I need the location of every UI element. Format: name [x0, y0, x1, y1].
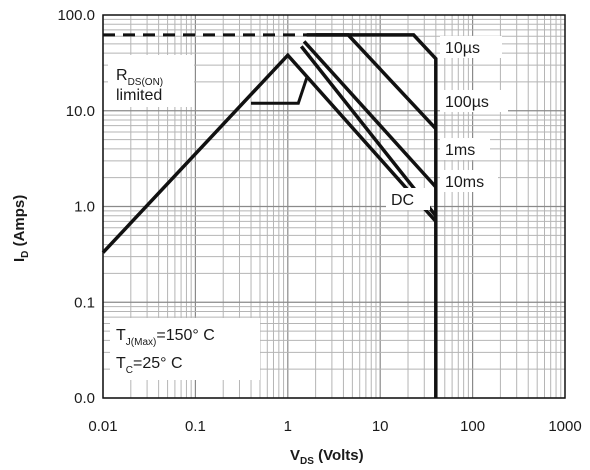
x-tick-label: 1	[284, 418, 292, 435]
series-line-1	[306, 33, 438, 130]
label-10us: 10µs	[445, 40, 480, 57]
y-tick-label: 100.0	[57, 7, 95, 24]
temperature-annotation: TJ(Max)=150° C TC=25° C	[110, 318, 260, 380]
x-tick-label: 0.01	[88, 418, 117, 435]
y-axis-sub: D	[20, 251, 31, 258]
x-tick-label: 0.1	[185, 418, 206, 435]
tj-main: T	[116, 327, 126, 344]
label-dc: DC	[391, 192, 414, 209]
y-tick-label: 10.0	[66, 103, 95, 120]
y-axis-rest: (Amps)	[11, 195, 28, 251]
svg-text:TJ(Max)=150° C: TJ(Max)=150° C	[116, 327, 215, 348]
y-tick-label: 1.0	[74, 199, 95, 216]
series-lines	[101, 33, 438, 398]
tc-main: T	[116, 355, 126, 372]
x-tick-label: 10	[372, 418, 389, 435]
tj-rest: =150° C	[156, 327, 214, 344]
y-axis-main: I	[11, 258, 28, 262]
x-tick-label: 1000	[548, 418, 581, 435]
y-tick-label: 0.0	[74, 390, 95, 407]
x-axis-rest: (Volts)	[314, 447, 364, 464]
y-axis-title: ID (Amps)	[11, 195, 31, 262]
series-line-3	[299, 45, 438, 217]
x-tick-label: 100	[460, 418, 485, 435]
series-line-4	[101, 52, 438, 254]
x-axis-main: V	[290, 447, 300, 464]
tj-sub: J(Max)	[126, 337, 157, 348]
rds-sub: DS(ON)	[128, 77, 164, 88]
y-tick-label: 0.1	[74, 294, 95, 311]
rds-main: R	[116, 67, 128, 84]
label-10ms: 10ms	[445, 174, 484, 191]
x-axis-title: VDS (Volts)	[290, 447, 364, 467]
series-line-0	[315, 33, 438, 398]
tc-sub: C	[126, 365, 133, 376]
series-labels: 10µs 100µs 1ms 10ms DC	[386, 36, 508, 210]
rds-annotation: RDS(ON) limited	[108, 55, 194, 107]
svg-text:TC=25° C: TC=25° C	[116, 355, 183, 376]
label-100us: 100µs	[445, 94, 489, 111]
x-axis-sub: DS	[300, 456, 314, 467]
tc-rest: =25° C	[133, 355, 183, 372]
plot-frame	[102, 14, 566, 399]
tick-labels: 0.010.111010010000.00.11.010.0100.01000.…	[57, 7, 581, 435]
rds-line2: limited	[116, 87, 162, 104]
aux-line-1	[251, 77, 309, 105]
svg-text:RDS(ON): RDS(ON)	[116, 67, 163, 88]
series-line-2	[302, 40, 438, 189]
label-1ms: 1ms	[445, 142, 475, 159]
